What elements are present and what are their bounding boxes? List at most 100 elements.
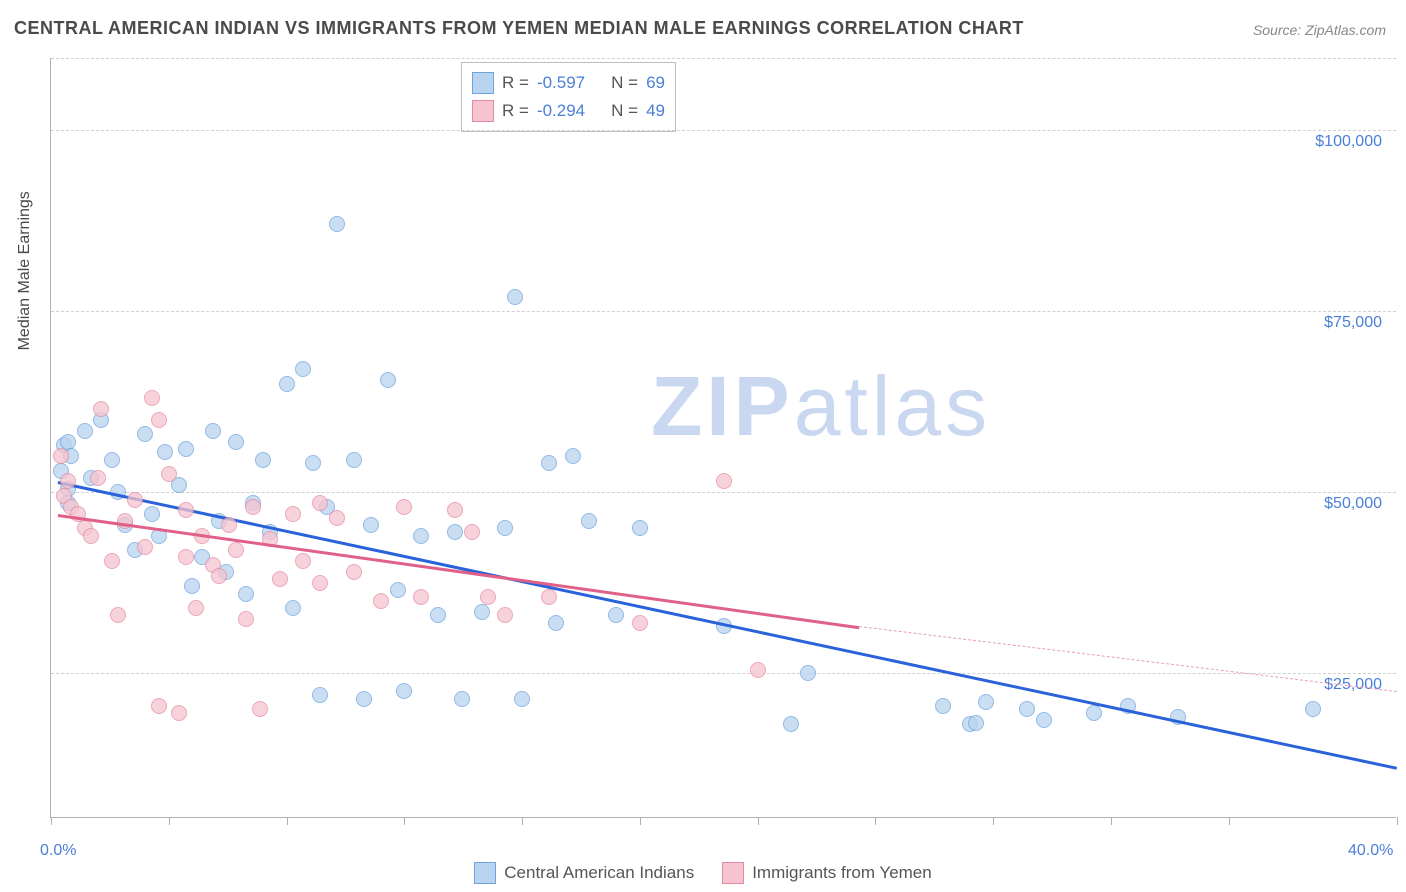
scatter-point xyxy=(390,582,406,598)
x-tick xyxy=(522,817,523,825)
r-label: R = xyxy=(502,101,529,121)
scatter-point xyxy=(151,412,167,428)
scatter-point xyxy=(581,513,597,529)
scatter-point xyxy=(83,528,99,544)
gridline xyxy=(51,492,1396,493)
x-tick xyxy=(993,817,994,825)
scatter-point xyxy=(272,571,288,587)
scatter-point xyxy=(346,564,362,580)
corr-row: R =-0.294N =49 xyxy=(472,97,665,125)
x-tick xyxy=(758,817,759,825)
scatter-point xyxy=(188,600,204,616)
r-value: -0.597 xyxy=(537,73,585,93)
legend-swatch xyxy=(472,72,494,94)
scatter-point xyxy=(184,578,200,594)
scatter-point xyxy=(935,698,951,714)
scatter-point xyxy=(110,607,126,623)
scatter-point xyxy=(565,448,581,464)
plot-area: ZIPatlas R =-0.597N =69R =-0.294N =49 $2… xyxy=(50,58,1396,818)
scatter-point xyxy=(447,502,463,518)
scatter-point xyxy=(77,423,93,439)
y-tick-label: $100,000 xyxy=(1315,133,1382,151)
gridline xyxy=(51,673,1396,674)
chart-title: CENTRAL AMERICAN INDIAN VS IMMIGRANTS FR… xyxy=(14,18,1024,39)
trend-line xyxy=(859,626,1398,692)
scatter-point xyxy=(93,401,109,417)
scatter-point xyxy=(104,452,120,468)
scatter-point xyxy=(151,698,167,714)
scatter-point xyxy=(171,705,187,721)
scatter-point xyxy=(413,528,429,544)
scatter-point xyxy=(1305,701,1321,717)
scatter-point xyxy=(356,691,372,707)
x-axis-label: 0.0% xyxy=(40,842,76,860)
x-tick xyxy=(51,817,52,825)
scatter-point xyxy=(396,683,412,699)
scatter-point xyxy=(312,575,328,591)
scatter-point xyxy=(157,444,173,460)
x-tick xyxy=(169,817,170,825)
scatter-point xyxy=(800,665,816,681)
scatter-point xyxy=(53,448,69,464)
scatter-point xyxy=(137,539,153,555)
scatter-point xyxy=(178,502,194,518)
scatter-point xyxy=(127,492,143,508)
scatter-point xyxy=(90,470,106,486)
legend-item: Immigrants from Yemen xyxy=(722,862,932,884)
scatter-point xyxy=(716,473,732,489)
scatter-point xyxy=(978,694,994,710)
scatter-point xyxy=(60,473,76,489)
scatter-point xyxy=(750,662,766,678)
r-value: -0.294 xyxy=(537,101,585,121)
scatter-point xyxy=(474,604,490,620)
scatter-point xyxy=(1036,712,1052,728)
scatter-point xyxy=(144,506,160,522)
scatter-point xyxy=(279,376,295,392)
scatter-point xyxy=(541,589,557,605)
corr-row: R =-0.597N =69 xyxy=(472,69,665,97)
scatter-point xyxy=(221,517,237,533)
legend-label: Central American Indians xyxy=(504,863,694,883)
scatter-point xyxy=(245,499,261,515)
scatter-point xyxy=(430,607,446,623)
scatter-point xyxy=(413,589,429,605)
scatter-point xyxy=(295,361,311,377)
scatter-point xyxy=(346,452,362,468)
watermark-zip: ZIP xyxy=(651,359,794,453)
scatter-point xyxy=(312,495,328,511)
scatter-point xyxy=(1086,705,1102,721)
scatter-point xyxy=(464,524,480,540)
scatter-point xyxy=(161,466,177,482)
scatter-point xyxy=(329,510,345,526)
scatter-point xyxy=(497,607,513,623)
scatter-point xyxy=(1019,701,1035,717)
scatter-point xyxy=(305,455,321,471)
x-tick xyxy=(404,817,405,825)
legend-swatch xyxy=(474,862,496,884)
scatter-point xyxy=(380,372,396,388)
scatter-point xyxy=(480,589,496,605)
scatter-point xyxy=(205,423,221,439)
x-tick xyxy=(1229,817,1230,825)
bottom-legend: Central American Indians Immigrants from … xyxy=(0,862,1406,884)
scatter-point xyxy=(548,615,564,631)
correlation-legend: R =-0.597N =69R =-0.294N =49 xyxy=(461,62,676,132)
n-value: 69 xyxy=(646,73,665,93)
scatter-point xyxy=(541,455,557,471)
legend-label: Immigrants from Yemen xyxy=(752,863,932,883)
scatter-point xyxy=(329,216,345,232)
scatter-point xyxy=(252,701,268,717)
scatter-point xyxy=(144,390,160,406)
scatter-point xyxy=(178,441,194,457)
n-value: 49 xyxy=(646,101,665,121)
scatter-point xyxy=(507,289,523,305)
scatter-point xyxy=(117,513,133,529)
gridline xyxy=(51,130,1396,131)
scatter-point xyxy=(104,553,120,569)
scatter-point xyxy=(363,517,379,533)
gridline xyxy=(51,58,1396,59)
x-tick xyxy=(287,817,288,825)
scatter-point xyxy=(228,542,244,558)
scatter-point xyxy=(211,568,227,584)
scatter-point xyxy=(514,691,530,707)
